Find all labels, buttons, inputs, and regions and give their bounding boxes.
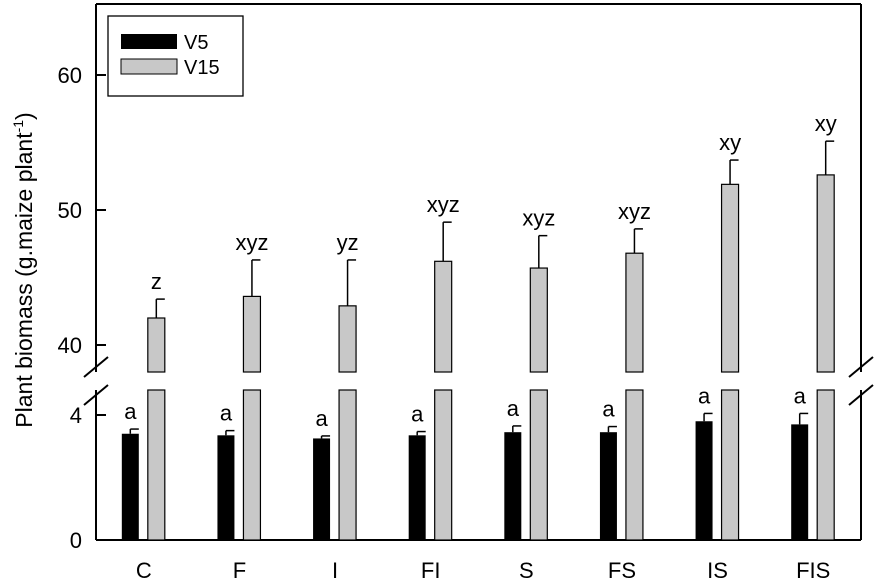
bar-v5: [408, 435, 426, 540]
significance-label-v15: xy: [719, 130, 741, 155]
legend-box: [107, 15, 244, 97]
bar-v15-upper: [529, 267, 548, 373]
legend-swatch-v15: [120, 58, 178, 75]
x-tick-label: FIS: [796, 558, 830, 581]
y-axis-label: Plant biomass (g.maize plant-1): [10, 112, 37, 427]
x-tick-label: F: [233, 558, 246, 581]
significance-label-v5: a: [602, 397, 615, 422]
significance-label-v15: xyz: [235, 230, 268, 255]
bar-v5: [504, 432, 522, 540]
legend: V5 V15: [107, 15, 244, 97]
significance-label-v15: z: [151, 269, 162, 294]
axis-break-mark-left-upper: [83, 356, 109, 378]
x-tick-label: FI: [421, 558, 441, 581]
significance-label-v15: xyz: [522, 206, 555, 231]
significance-label-v15: xyz: [618, 199, 651, 224]
significance-label-v15: yz: [337, 230, 359, 255]
x-tick-label: S: [519, 558, 534, 581]
significance-label-v5: a: [507, 396, 520, 421]
significance-label-v5: a: [220, 401, 233, 426]
bar-v15-lower: [242, 389, 262, 541]
bar-v15-lower: [147, 389, 166, 541]
plot-area: 0 4 40 50 60 a z Ca xyz Fa yz Ia xyz FI a xyz Sa xyz FS a xy…: [58, 3, 874, 581]
bar-v15-lower: [434, 389, 453, 541]
y-axis-label-superscript: -1: [10, 120, 26, 133]
significance-label-v5: a: [411, 402, 424, 427]
significance-label-v15: xyz: [427, 192, 460, 217]
significance-label-v5: a: [698, 383, 711, 408]
bar-v15-upper: [720, 183, 740, 373]
bar-v5: [217, 435, 235, 540]
legend-swatch-v5: [121, 34, 177, 49]
bar-v15-upper: [338, 305, 357, 373]
legend-label-v15: V15: [184, 57, 220, 79]
legend-label-v5: V5: [184, 32, 208, 54]
significance-label-v5: a: [794, 383, 807, 408]
x-tick-label: C: [136, 558, 152, 581]
x-tick-label: IS: [707, 558, 728, 581]
y-tick-label: 50: [58, 198, 82, 223]
y-tick-label: 60: [58, 63, 82, 88]
bar-v15-lower: [816, 389, 835, 541]
bar-v15-upper: [434, 260, 453, 373]
y-axis-label-main: Plant biomass (g.maize plant: [11, 132, 37, 428]
bar-v15-upper: [625, 252, 644, 373]
axis-break-mark-right-lower: [848, 384, 874, 406]
y-axis-label-close: ): [11, 112, 37, 120]
bar-v15-upper: [147, 317, 166, 373]
bar-v15-lower: [625, 389, 644, 541]
x-tick-label: I: [332, 558, 338, 581]
bar-v5: [791, 424, 809, 540]
axis-break-mark-left-lower: [83, 384, 109, 406]
bar-v15-lower: [338, 389, 357, 541]
bar-v15-upper: [242, 295, 262, 373]
axis-break-mark-right-upper: [848, 356, 874, 378]
significance-label-v5: a: [315, 406, 328, 431]
x-tick-label: FS: [608, 558, 636, 581]
bar-v5: [695, 421, 713, 540]
bar-v15-lower: [529, 389, 548, 541]
significance-label-v5: a: [124, 399, 137, 424]
bar-v5: [599, 432, 617, 540]
y-tick-label: 0: [70, 528, 82, 553]
y-tick-label: 40: [58, 333, 82, 358]
y-tick-label: 4: [70, 403, 82, 428]
bar-v15-lower: [720, 389, 740, 541]
bar-v15-upper: [816, 174, 835, 373]
significance-label-v15: xy: [815, 111, 837, 136]
bar-v5: [121, 433, 139, 540]
bar-v5: [313, 438, 331, 540]
